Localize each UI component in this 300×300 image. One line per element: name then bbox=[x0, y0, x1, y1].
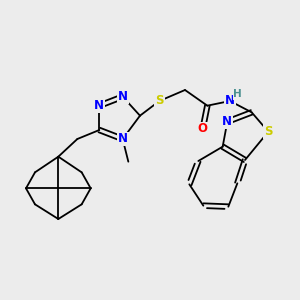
Text: O: O bbox=[198, 122, 208, 136]
Text: N: N bbox=[225, 94, 235, 107]
Text: N: N bbox=[222, 115, 232, 128]
Text: N: N bbox=[94, 99, 104, 112]
Text: H: H bbox=[233, 89, 242, 99]
Text: S: S bbox=[155, 94, 164, 107]
Text: N: N bbox=[118, 133, 128, 146]
Text: N: N bbox=[118, 90, 128, 103]
Text: S: S bbox=[264, 125, 273, 138]
